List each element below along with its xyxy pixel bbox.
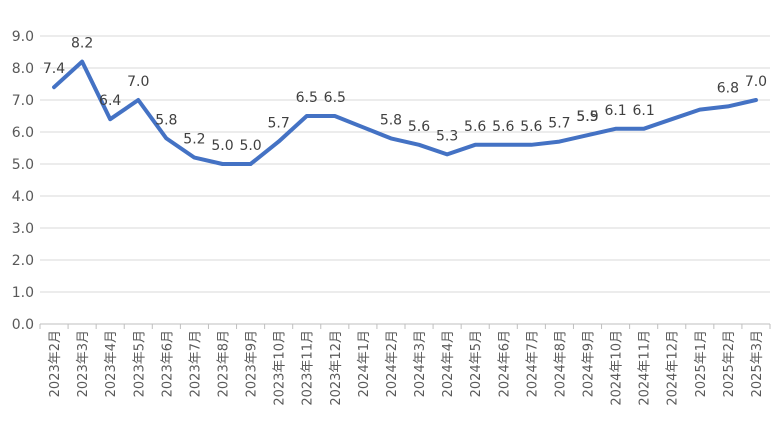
y-tick-label: 1.0 xyxy=(12,285,34,301)
y-tick-label: 2.0 xyxy=(12,253,34,269)
x-tick-label: 2023年8月 xyxy=(217,330,232,397)
x-tick-label: 2024年5月 xyxy=(469,330,484,397)
data-label: 6.5 xyxy=(296,90,318,106)
x-tick-label: 2024年8月 xyxy=(553,330,568,397)
y-tick-label: 4.0 xyxy=(12,189,34,205)
y-tick-label: 9.0 xyxy=(12,29,34,45)
x-tick-label: 2023年11月 xyxy=(301,330,316,406)
y-tick-label: 3.0 xyxy=(12,221,34,237)
data-label: 7.0 xyxy=(745,74,767,90)
data-label: 5.6 xyxy=(492,119,514,135)
data-label: 8.2 xyxy=(71,36,93,52)
data-labels: 7.4 8.2 6.4 7.0 5.8 5.2 5.0 5.0 5.7 6.5 6.5 5.8 5.6 5… xyxy=(43,36,767,154)
y-tick-label: 6.0 xyxy=(12,125,34,141)
data-label: 6.1 xyxy=(604,103,626,119)
x-tick-label: 2023年4月 xyxy=(104,330,119,397)
series-group xyxy=(52,59,758,166)
data-label: 7.4 xyxy=(43,61,65,77)
x-tick-label: 2023年12月 xyxy=(329,330,344,406)
data-label: 5.2 xyxy=(183,132,205,148)
x-tick-label: 2025年3月 xyxy=(750,330,765,397)
data-label: 5.9 xyxy=(576,109,598,125)
y-axis: 0.0 1.0 2.0 3.0 4.0 5.0 6.0 7.0 8.0 9.0 xyxy=(12,29,34,333)
data-label: 7.0 xyxy=(127,74,149,90)
x-tick-label: 2023年9月 xyxy=(245,330,260,397)
data-label: 5.0 xyxy=(239,138,261,154)
data-label: 6.5 xyxy=(324,90,346,106)
data-label: 5.8 xyxy=(380,112,402,128)
x-tick-label: 2024年10月 xyxy=(610,330,625,406)
x-axis: 2023年2月 2023年3月 2023年4月 2023年5月 2023年6月 2023年… xyxy=(39,323,771,406)
data-label: 5.3 xyxy=(436,128,458,144)
x-tick-label: 2023年7月 xyxy=(188,330,203,397)
x-tick-label: 2025年1月 xyxy=(694,330,709,397)
data-label: 5.7 xyxy=(268,116,290,132)
x-tick-label: 2023年10月 xyxy=(273,330,288,406)
data-label: 5.6 xyxy=(520,119,542,135)
x-tick-label: 2025年2月 xyxy=(722,330,737,397)
x-tick-label: 2024年12月 xyxy=(666,330,681,406)
x-tick-label: 2024年2月 xyxy=(385,330,400,397)
x-tick-label: 2024年6月 xyxy=(497,330,512,397)
x-tick-label: 2023年2月 xyxy=(48,330,63,397)
x-tick-label: 2024年11月 xyxy=(638,330,653,406)
gridlines xyxy=(40,35,770,293)
x-tick-label: 2023年5月 xyxy=(132,330,147,397)
x-tick-label: 2024年9月 xyxy=(582,330,597,397)
data-label: 5.8 xyxy=(155,112,177,128)
data-label: 5.7 xyxy=(548,116,570,132)
data-label: 5.6 xyxy=(464,119,486,135)
data-label: 6.4 xyxy=(99,93,121,109)
data-label: 5.0 xyxy=(211,138,233,154)
data-label: 5.6 xyxy=(408,119,430,135)
x-tick-label: 2024年7月 xyxy=(525,330,540,397)
y-tick-label: 7.0 xyxy=(12,93,34,109)
data-label: 6.8 xyxy=(717,80,739,96)
x-tick-label: 2023年3月 xyxy=(76,330,91,397)
y-tick-label: 5.0 xyxy=(12,157,34,173)
x-tick-label: 2024年1月 xyxy=(357,330,372,397)
x-tick-label: 2024年4月 xyxy=(441,330,456,397)
y-tick-label: 8.0 xyxy=(12,61,34,77)
x-tick-label: 2023年6月 xyxy=(160,330,175,397)
data-label: 6.1 xyxy=(633,103,655,119)
y-tick-label: 0.0 xyxy=(12,317,34,333)
series-line xyxy=(52,59,758,166)
data-label-extra: 5.5 xyxy=(576,109,598,125)
x-tick-label: 2024年3月 xyxy=(413,330,428,397)
